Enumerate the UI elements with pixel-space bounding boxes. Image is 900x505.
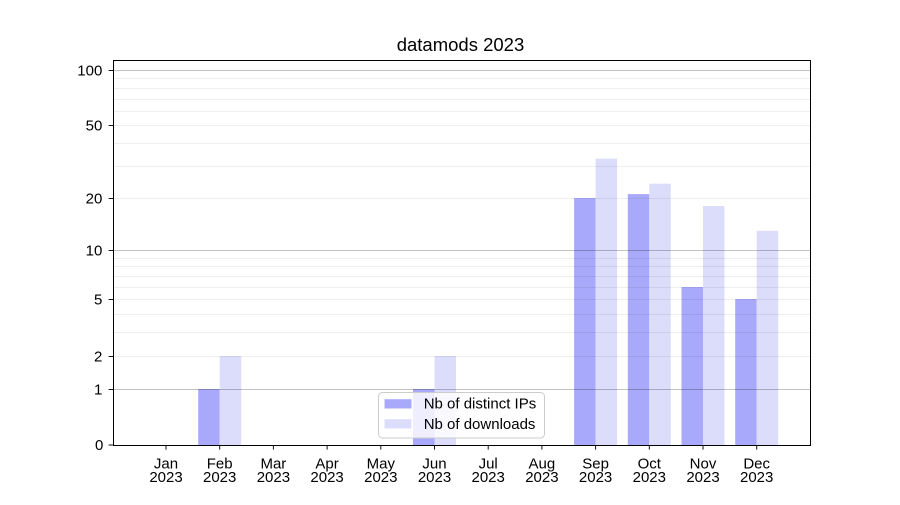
svg-text:2023: 2023 [740,469,773,486]
svg-text:2023: 2023 [257,469,290,486]
svg-text:Apr: Apr [315,455,338,472]
svg-text:10: 10 [86,243,103,260]
svg-text:Nb of distinct IPs: Nb of distinct IPs [424,396,537,413]
svg-text:20: 20 [86,191,103,208]
svg-text:2023: 2023 [579,469,612,486]
svg-text:Jun: Jun [422,455,446,472]
svg-text:0: 0 [95,437,103,454]
svg-text:Nb of downloads: Nb of downloads [424,416,536,433]
svg-text:2023: 2023 [203,469,236,486]
svg-text:2023: 2023 [472,469,505,486]
svg-text:Dec: Dec [743,455,770,472]
svg-text:datamods 2023: datamods 2023 [397,34,525,55]
svg-text:100: 100 [77,63,102,80]
svg-text:Mar: Mar [260,455,286,472]
svg-text:Feb: Feb [207,455,233,472]
svg-text:Sep: Sep [582,455,609,472]
svg-text:2023: 2023 [525,469,558,486]
svg-text:2023: 2023 [149,469,182,486]
svg-text:2023: 2023 [686,469,719,486]
svg-text:5: 5 [94,292,102,309]
svg-text:Jan: Jan [154,455,178,472]
svg-text:Oct: Oct [638,455,662,472]
svg-text:Jul: Jul [479,455,498,472]
svg-text:2023: 2023 [418,469,451,486]
svg-text:2023: 2023 [310,469,343,486]
svg-text:Aug: Aug [529,455,556,472]
svg-text:May: May [367,455,396,472]
svg-text:50: 50 [86,118,103,135]
svg-text:2: 2 [94,349,102,366]
svg-text:2023: 2023 [364,469,397,486]
svg-text:1: 1 [94,382,102,399]
svg-text:Nov: Nov [690,455,717,472]
svg-text:2023: 2023 [633,469,666,486]
